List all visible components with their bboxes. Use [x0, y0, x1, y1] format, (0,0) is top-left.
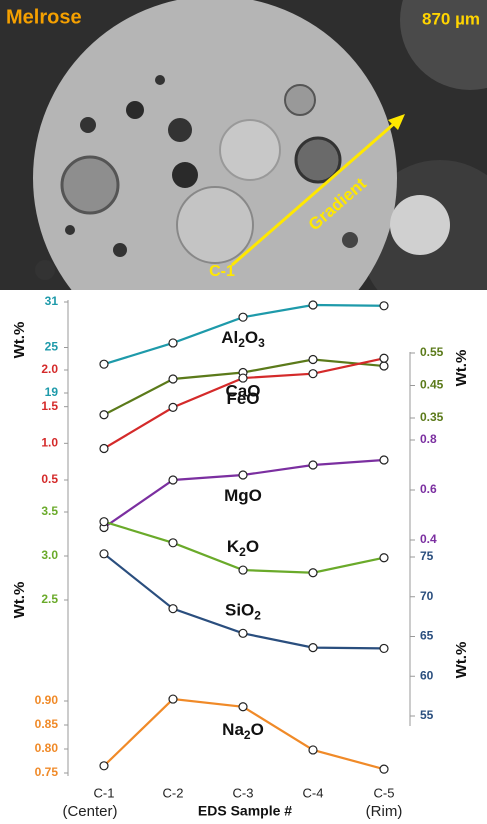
data-point	[380, 554, 388, 562]
series-label: K2O	[227, 538, 259, 560]
y-tick-label: 19	[45, 385, 59, 399]
data-point	[239, 374, 247, 382]
series-label: FeO	[226, 390, 259, 409]
y-tick-label: 0.45	[420, 378, 444, 392]
y-tick-label: 3.0	[41, 548, 58, 562]
y-tick-label: 0.85	[35, 717, 59, 731]
x-sublabel: (Center)	[62, 803, 117, 820]
data-point	[309, 301, 317, 309]
x-tick-label: C-3	[233, 785, 254, 800]
data-point	[309, 644, 317, 652]
y-tick-label: 70	[420, 589, 434, 603]
x-sublabel: (Rim)	[366, 803, 403, 820]
data-point	[239, 471, 247, 479]
y-tick-label: 65	[420, 629, 434, 643]
series-label: SiO2	[225, 601, 261, 623]
data-point	[309, 569, 317, 577]
figure: Melrose 870 µm Gradient C-1 C-1(Center)C…	[0, 0, 487, 824]
y-tick-label: 25	[45, 340, 59, 354]
y-tick-label: 0.75	[35, 765, 59, 779]
data-point	[239, 566, 247, 574]
data-point	[239, 313, 247, 321]
data-point	[169, 605, 177, 613]
x-tick-label: C-4	[303, 785, 324, 800]
data-point	[380, 362, 388, 370]
y-tick-label: 31	[45, 294, 59, 308]
data-point	[239, 703, 247, 711]
data-point	[169, 339, 177, 347]
y-tick-label: 0.6	[420, 482, 437, 496]
data-point	[169, 476, 177, 484]
series-label: Na2O	[222, 720, 264, 742]
y-tick-label: 60	[420, 668, 434, 682]
y-tick-label: 0.80	[35, 741, 59, 755]
data-point	[380, 644, 388, 652]
x-tick-label: C-5	[374, 785, 395, 800]
series-label: Al2O3	[221, 329, 265, 351]
y-tick-label: 3.5	[41, 504, 58, 518]
y-tick-label: 2.0	[41, 362, 58, 376]
y-axis-title: Wt.%	[453, 350, 470, 387]
data-point	[100, 518, 108, 526]
data-point	[309, 746, 317, 754]
data-point	[100, 444, 108, 452]
x-axis-title: EDS Sample #	[198, 803, 292, 819]
y-tick-label: 0.4	[420, 532, 437, 546]
data-point	[380, 765, 388, 773]
y-axis-title: Wt.%	[453, 642, 470, 679]
series-label: MgO	[224, 486, 262, 505]
y-tick-label: 0.55	[420, 345, 444, 359]
x-tick-label: C-2	[163, 785, 184, 800]
y-tick-label: 1.5	[41, 399, 58, 413]
data-point	[380, 354, 388, 362]
data-point	[169, 375, 177, 383]
y-tick-label: 2.5	[41, 592, 58, 606]
data-point	[100, 762, 108, 770]
micrograph	[0, 0, 487, 360]
y-tick-label: 75	[420, 549, 434, 563]
data-point	[380, 456, 388, 464]
data-point	[309, 356, 317, 364]
start-label: C-1	[209, 263, 235, 280]
y-tick-label: 0.90	[35, 693, 59, 707]
y-tick-label: 0.5	[41, 472, 58, 486]
data-point	[169, 695, 177, 703]
data-point	[309, 461, 317, 469]
y-tick-label: 55	[420, 708, 434, 722]
data-point	[239, 629, 247, 637]
data-point	[169, 403, 177, 411]
data-point	[100, 411, 108, 419]
y-axis-title: Wt.%	[11, 322, 28, 359]
y-axis-title: Wt.%	[11, 582, 28, 619]
data-point	[100, 550, 108, 558]
scale-label: 870 µm	[422, 9, 480, 28]
x-tick-label: C-1	[94, 785, 115, 800]
data-point	[380, 302, 388, 310]
image-title: Melrose	[6, 6, 82, 28]
data-point	[169, 539, 177, 547]
y-tick-label: 1.0	[41, 436, 58, 450]
data-point	[100, 360, 108, 368]
y-tick-label: 0.8	[420, 432, 437, 446]
y-tick-label: 0.35	[420, 410, 444, 424]
data-point	[309, 370, 317, 378]
